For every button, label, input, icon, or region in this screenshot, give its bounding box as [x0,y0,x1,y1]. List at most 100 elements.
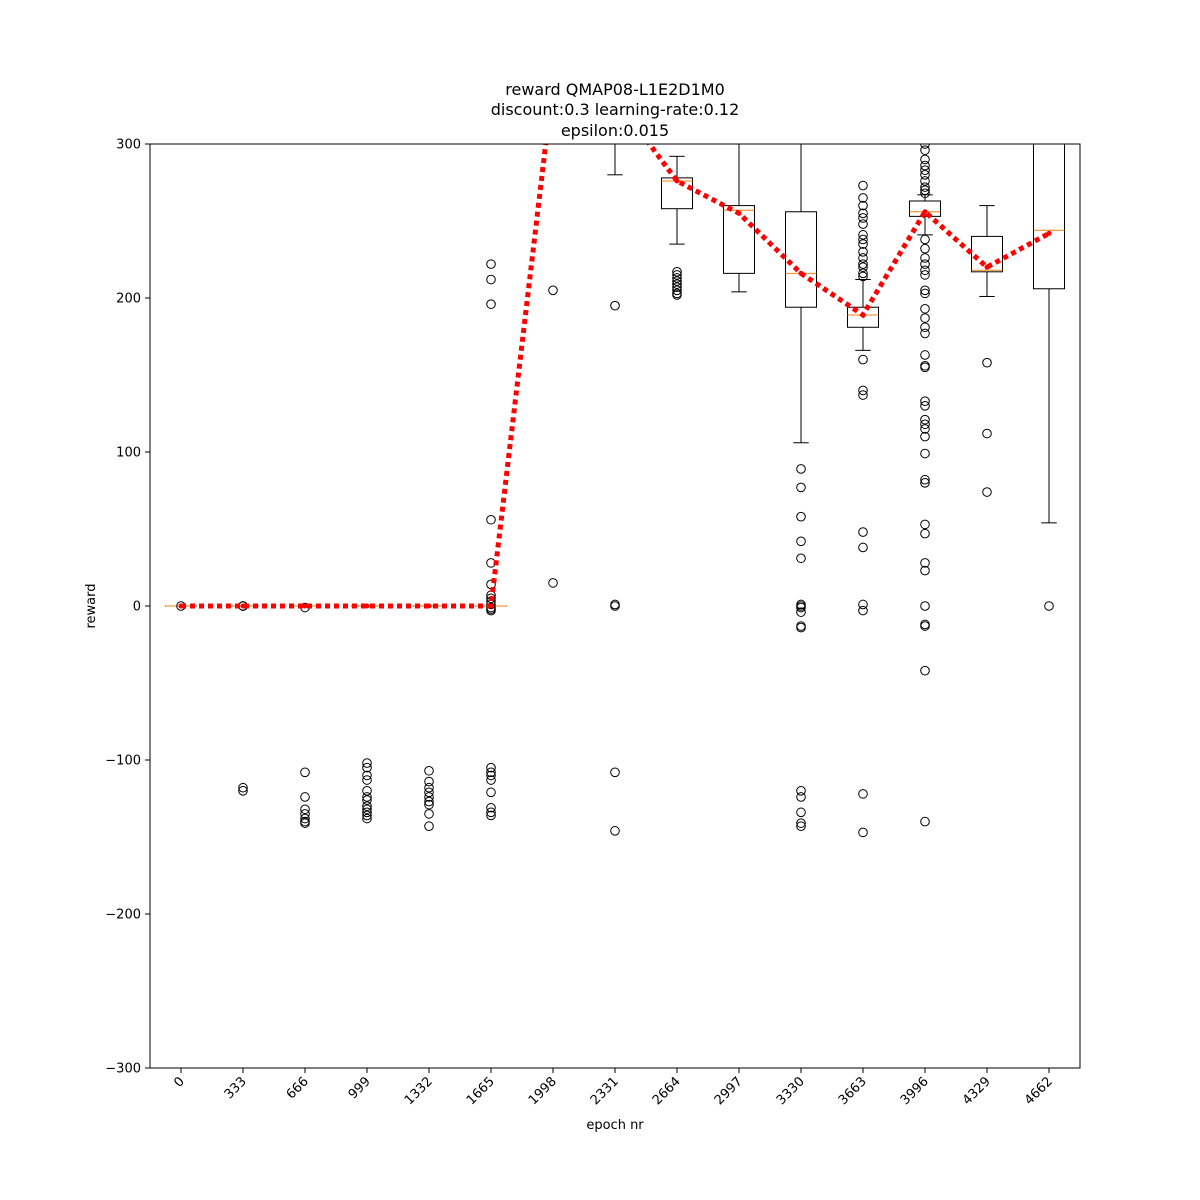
outlier-point [920,145,930,155]
x-tick-label: 1665 [464,1074,498,1108]
box-2664 [661,155,693,300]
outlier-point [920,176,930,186]
x-tick-label: 999 [346,1074,374,1102]
outlier-point [424,821,434,832]
x-tick-label: 333 [222,1074,250,1102]
mean-trend-line [181,144,1051,609]
mean-point [364,603,370,609]
mean-point [1046,230,1052,236]
mean-point [240,603,246,609]
y-tick-label: 300 [116,138,141,153]
mean-point [302,603,308,609]
outlier-point [796,464,806,474]
outlier-point [920,182,930,192]
outlier-point [920,478,930,488]
outlier-point [424,782,434,793]
outlier-point [920,448,930,459]
x-tick-label: 0 [171,1074,187,1090]
outlier-point [920,243,930,254]
outlier-point [300,767,310,778]
mean-point [984,264,990,270]
y-tick-label: −100 [105,754,141,769]
outlier-point [796,818,806,828]
box-3663 [847,180,879,838]
outlier-point [548,285,558,296]
outlier-point [982,357,992,368]
outlier-point [672,273,682,283]
outlier-point [796,807,806,818]
outlier-point [1044,601,1054,611]
outlier-point [920,665,930,676]
outlier-point [858,253,868,263]
outlier-point [858,239,868,249]
y-tick-label: 0 [133,600,141,615]
outlier-point [982,487,992,497]
outlier-point [238,782,248,793]
outlier-point [796,786,806,796]
outlier-point [300,809,310,819]
outlier-point [796,511,806,522]
outlier-point [920,288,930,299]
outlier-point [486,299,496,309]
outlier-point [672,285,682,296]
outlier-point [672,279,682,289]
outlier-point [920,154,930,165]
mean-point [798,270,804,276]
x-tick-label: 3330 [774,1074,808,1108]
x-axis: 0 333 666 999 1332 1665 1998 2331 2664 2997 3330 36… [171,1068,1056,1108]
outlier-point [672,282,682,293]
outlier-point [486,593,496,604]
outlier-point [486,767,496,778]
outlier-point [486,802,496,813]
x-tick-label: 666 [284,1074,312,1102]
outlier-point [362,762,372,773]
iqr-box [723,205,755,274]
outlier-point [362,804,372,815]
outlier-point [858,193,868,203]
outlier-point [858,230,868,240]
outlier-point [920,253,930,263]
outlier-point [920,265,930,276]
x-tick-label: 4329 [960,1074,994,1108]
iqr-box [785,211,817,308]
outlier-point [300,804,310,815]
box-1332 [413,605,445,832]
box-2997 [723,144,755,293]
outlier-point [858,262,868,273]
outlier-point [920,350,930,360]
outlier-point [424,809,434,819]
outlier-point [796,792,806,802]
outlier-point [362,786,372,796]
outlier-point [300,792,310,802]
outlier-point [362,813,372,824]
outlier-point [858,390,868,400]
chart-title-line-1: reward QMAP08-L1E2D1M0 [505,80,725,99]
outlier-point [858,200,868,211]
outlier-point [424,787,434,798]
box-1665 [475,259,507,821]
x-tick-label: 1998 [526,1074,560,1108]
outlier-point [424,799,434,810]
outlier-point [796,602,806,613]
outlier-point [920,816,930,827]
outlier-point [858,213,868,223]
outlier-point [920,414,930,425]
box-999 [351,605,383,824]
outlier-point [796,553,806,564]
outlier-point [858,789,868,799]
outlier-point [920,160,930,171]
outlier-point [486,274,496,285]
outlier-point [672,276,682,286]
y-tick-label: 100 [116,446,141,461]
outlier-point [858,385,868,396]
outlier-point [920,565,930,576]
outlier-point [486,807,496,818]
outlier-point [920,519,930,530]
outlier-point [858,605,868,616]
outlier-point [920,601,930,611]
outlier-point [362,792,372,802]
x-tick-label: 2664 [650,1074,684,1108]
box-666 [289,602,321,828]
outlier-point [858,180,868,191]
outlier-point [920,303,930,314]
